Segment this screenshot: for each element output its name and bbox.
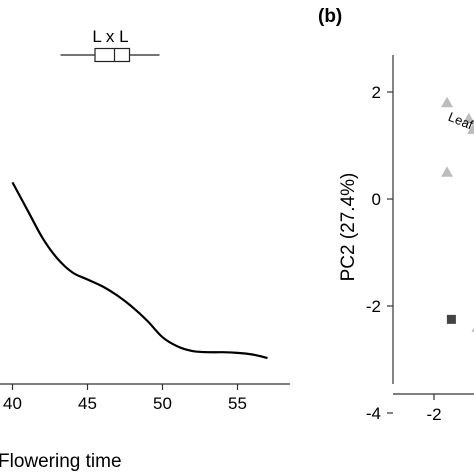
pca-point-triangle	[467, 123, 474, 134]
density-panel: 40 45 50 55 Flowering time L x L	[0, 27, 290, 472]
pca-x-tick-label: -2	[426, 405, 441, 424]
density-x-tick-label: 55	[228, 394, 247, 413]
pca-y-ticks: 2 0 -2 -4	[366, 83, 393, 423]
pca-point-triangle	[471, 327, 474, 332]
pca-point-triangle	[462, 112, 474, 124]
density-series-line	[11, 181, 268, 360]
pca-y-axis-title: PC2 (27.4%)	[338, 173, 359, 282]
panel-letter-b: (b)	[318, 6, 342, 27]
density-x-tick-label: 45	[78, 394, 97, 413]
boxplot-box	[94, 47, 131, 63]
pca-y-tick-label: -2	[366, 297, 381, 316]
boxplot-label: L x L	[92, 27, 128, 46]
pca-panel: (b) 2 0 -2 -4 -2 PC2 (27.4%) FlowersLeaf si…	[318, 6, 474, 424]
pca-points	[441, 96, 474, 332]
density-boxplot: L x L	[60, 27, 160, 63]
density-x-tick-label: 50	[153, 394, 172, 413]
density-x-ticks: 40 45 50 55	[3, 384, 247, 413]
pca-y-tick-label: -4	[366, 404, 381, 423]
pca-x-ticks: -2	[426, 394, 442, 424]
pca-loading-label: Leaf size	[446, 109, 474, 142]
pca-loading-arrows: FlowersLeaf size	[446, 109, 474, 142]
pca-point-triangle	[441, 166, 454, 177]
density-x-axis-title: Flowering time	[0, 451, 122, 472]
pca-y-tick-label: 2	[372, 83, 381, 102]
pca-point-triangle	[441, 96, 454, 108]
pca-y-tick-label: 0	[372, 190, 381, 209]
pca-point-square	[446, 314, 456, 324]
density-x-tick-label: 40	[3, 394, 22, 413]
